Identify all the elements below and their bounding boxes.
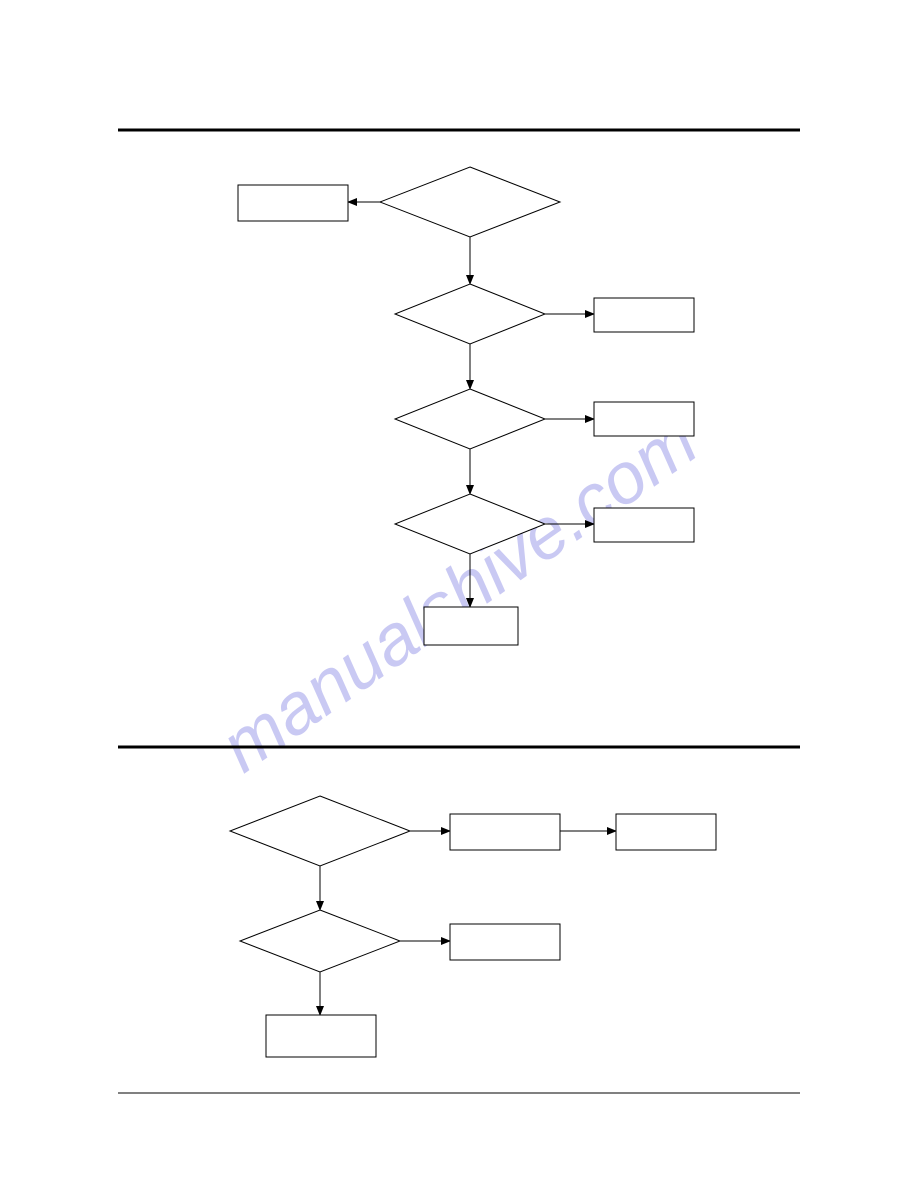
flowchart-diagram [0,0,918,1188]
